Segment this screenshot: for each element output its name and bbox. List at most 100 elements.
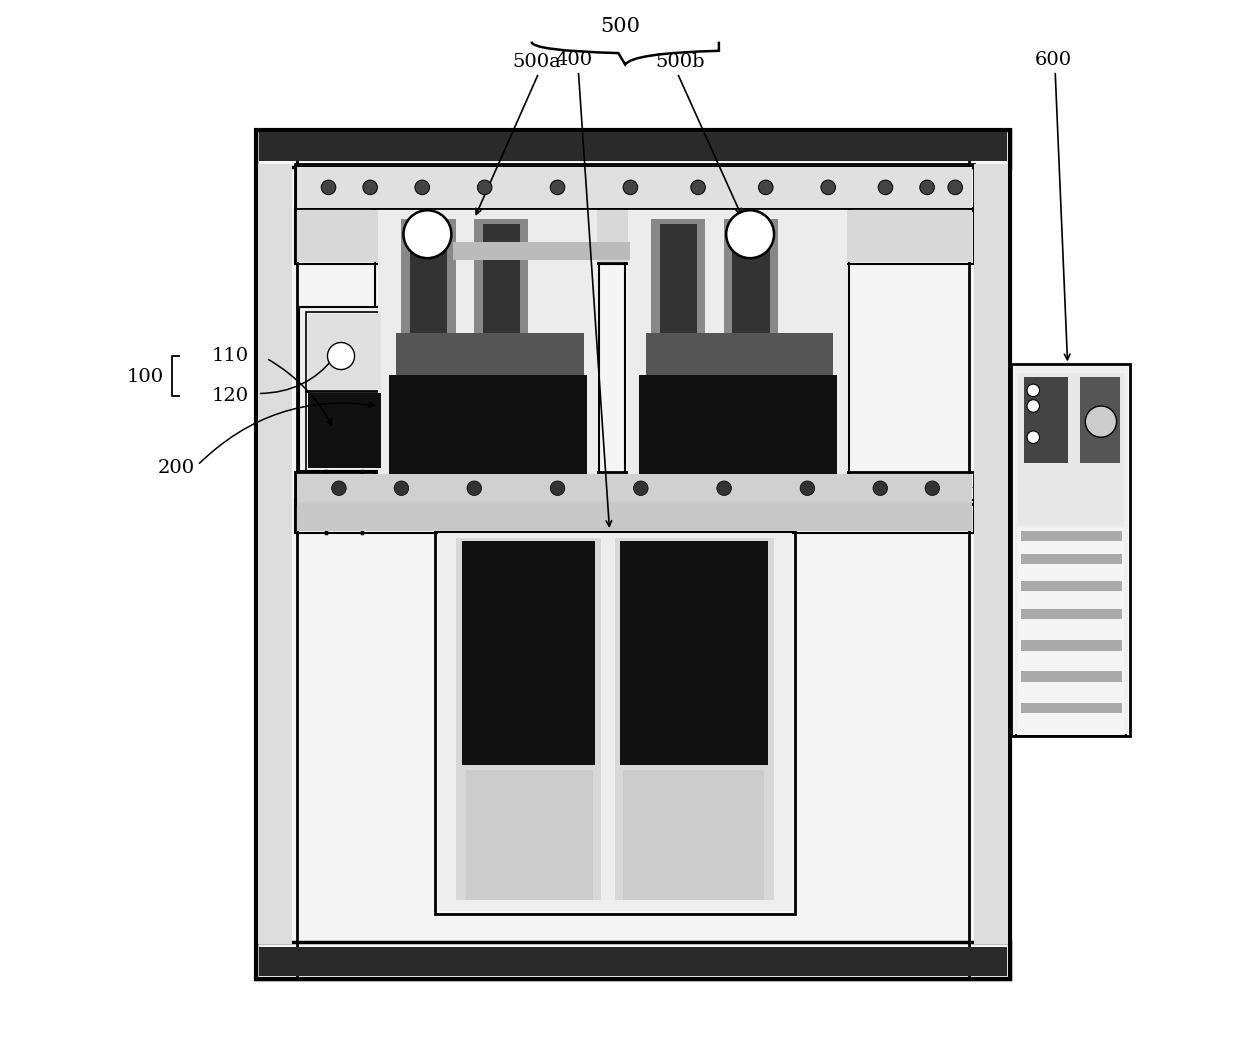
Bar: [613, 536, 776, 903]
Bar: [620, 541, 768, 765]
Bar: [1016, 526, 1126, 736]
Bar: [472, 217, 531, 418]
Bar: [255, 130, 298, 979]
Bar: [482, 224, 520, 408]
Circle shape: [717, 481, 732, 496]
Circle shape: [477, 180, 492, 195]
Circle shape: [1027, 384, 1039, 397]
Bar: [1021, 640, 1122, 651]
Bar: [973, 164, 1008, 944]
Bar: [454, 536, 604, 903]
Circle shape: [363, 180, 377, 195]
Bar: [295, 500, 973, 533]
Bar: [409, 224, 448, 408]
Bar: [644, 331, 836, 377]
Circle shape: [691, 180, 706, 195]
Bar: [394, 331, 585, 377]
Bar: [618, 539, 770, 767]
Bar: [298, 502, 972, 531]
Bar: [299, 307, 389, 471]
Text: 120: 120: [212, 386, 249, 405]
Bar: [399, 217, 458, 418]
Text: 500: 500: [600, 18, 640, 36]
Circle shape: [321, 180, 336, 195]
Circle shape: [1027, 400, 1039, 412]
Bar: [1021, 554, 1122, 564]
Bar: [308, 314, 381, 390]
Text: 500a: 500a: [512, 53, 560, 71]
Bar: [255, 130, 1011, 979]
Bar: [298, 167, 972, 208]
Circle shape: [947, 180, 962, 195]
Bar: [660, 224, 697, 408]
Bar: [305, 312, 383, 392]
Bar: [295, 164, 973, 210]
Circle shape: [327, 342, 355, 370]
Bar: [1024, 377, 1068, 463]
Bar: [461, 541, 595, 765]
Circle shape: [873, 481, 888, 496]
Bar: [402, 219, 455, 416]
Bar: [1080, 377, 1120, 463]
Circle shape: [800, 481, 815, 496]
Circle shape: [467, 481, 481, 496]
Bar: [1021, 703, 1122, 713]
Bar: [1021, 581, 1122, 591]
Circle shape: [551, 481, 565, 496]
Circle shape: [920, 180, 935, 195]
Bar: [435, 531, 795, 914]
Bar: [650, 217, 708, 418]
Circle shape: [1085, 406, 1116, 437]
Bar: [1012, 364, 1130, 736]
Bar: [466, 770, 593, 900]
Circle shape: [634, 481, 649, 496]
Bar: [968, 130, 1011, 979]
Bar: [389, 375, 587, 474]
Bar: [1016, 371, 1126, 528]
Text: 500b: 500b: [656, 53, 706, 71]
Bar: [255, 942, 1011, 979]
Text: 100: 100: [126, 367, 164, 386]
Bar: [639, 375, 837, 474]
Bar: [625, 208, 849, 477]
Bar: [724, 219, 779, 416]
Bar: [636, 373, 838, 476]
Bar: [438, 533, 792, 911]
Bar: [387, 373, 589, 476]
Circle shape: [331, 481, 346, 496]
Circle shape: [727, 210, 774, 258]
Circle shape: [551, 180, 565, 195]
Circle shape: [878, 180, 893, 195]
Text: 110: 110: [212, 347, 249, 365]
Bar: [624, 770, 764, 900]
Bar: [295, 208, 973, 264]
Bar: [615, 538, 774, 900]
Text: 600: 600: [1034, 51, 1071, 70]
Circle shape: [759, 180, 773, 195]
Circle shape: [821, 180, 836, 195]
Circle shape: [624, 180, 637, 195]
Bar: [454, 242, 630, 260]
Bar: [1013, 366, 1128, 734]
Text: 400: 400: [556, 51, 593, 70]
Circle shape: [403, 210, 451, 258]
Bar: [722, 217, 780, 418]
Circle shape: [394, 481, 409, 496]
Bar: [255, 130, 1011, 167]
Bar: [455, 538, 601, 900]
Bar: [451, 239, 632, 262]
Bar: [1018, 528, 1123, 734]
Bar: [258, 164, 293, 944]
Bar: [1021, 531, 1122, 541]
Bar: [474, 219, 528, 416]
Circle shape: [925, 481, 940, 496]
Bar: [397, 333, 584, 375]
Bar: [1021, 609, 1122, 619]
Bar: [376, 208, 599, 477]
Bar: [295, 472, 973, 504]
Bar: [733, 224, 770, 408]
Circle shape: [1027, 431, 1039, 443]
Circle shape: [415, 180, 429, 195]
Bar: [298, 210, 972, 262]
Bar: [1018, 373, 1123, 526]
